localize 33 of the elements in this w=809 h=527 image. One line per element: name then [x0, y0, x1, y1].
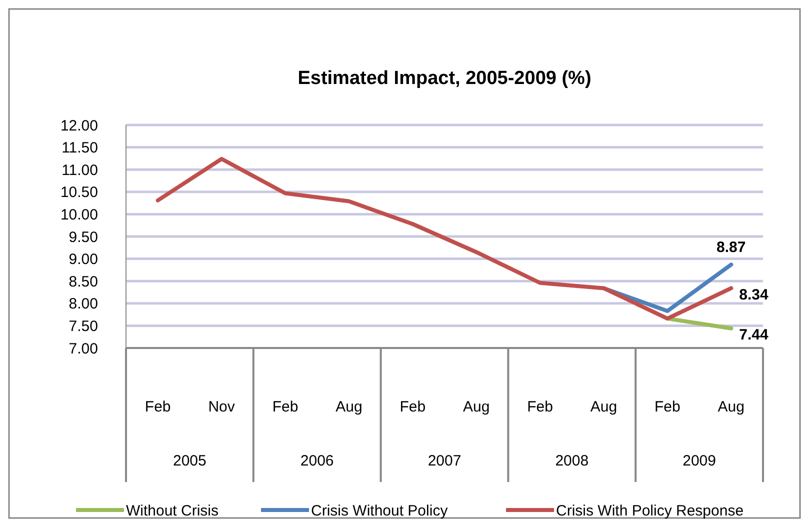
chart-title: Estimated Impact, 2005-2009 (%) [298, 68, 592, 89]
y-tick-label: 7.00 [68, 340, 98, 358]
x-tick-label: Aug [463, 398, 490, 416]
y-tick-label: 9.50 [68, 228, 98, 246]
x-tick-label: Feb [144, 398, 171, 416]
text: 2006 [300, 452, 334, 470]
x-tick-label: Feb [272, 398, 298, 416]
y-tick-label: 10.50 [60, 184, 98, 202]
x-tick-label: Aug [590, 398, 618, 416]
y-tick-label: 7.50 [68, 318, 98, 335]
data-label: 8.87 [716, 238, 746, 256]
legend-label: Without Crisis [126, 502, 219, 520]
x-tick-label: Aug [718, 398, 744, 416]
y-tick-label: 9.00 [68, 251, 98, 268]
text: 2005 [173, 452, 206, 470]
x-tick-label: Feb [400, 398, 426, 416]
text: 2007 [428, 452, 462, 470]
y-tick-label: 10.00 [60, 206, 98, 224]
x-tick-label: Nov [208, 398, 236, 416]
legend-label: Crisis Without Policy [311, 502, 448, 520]
y-tick-label: 12.00 [60, 117, 98, 134]
y-tick-label: 11.00 [62, 162, 98, 179]
x-tick-label: Feb [527, 398, 553, 416]
x-tick-label: Feb [654, 398, 680, 416]
y-tick-label: 11.50 [62, 140, 98, 157]
text: 2009 [682, 452, 716, 470]
data-label: 8.34 [739, 286, 769, 304]
legend-label: Crisis With Policy Response [556, 502, 744, 520]
data-label: 7.44 [739, 326, 769, 344]
x-tick-label: Aug [336, 398, 362, 416]
y-tick-label: 8.50 [68, 273, 98, 290]
text: 2008 [555, 452, 589, 470]
y-tick-label: 8.00 [68, 296, 98, 313]
